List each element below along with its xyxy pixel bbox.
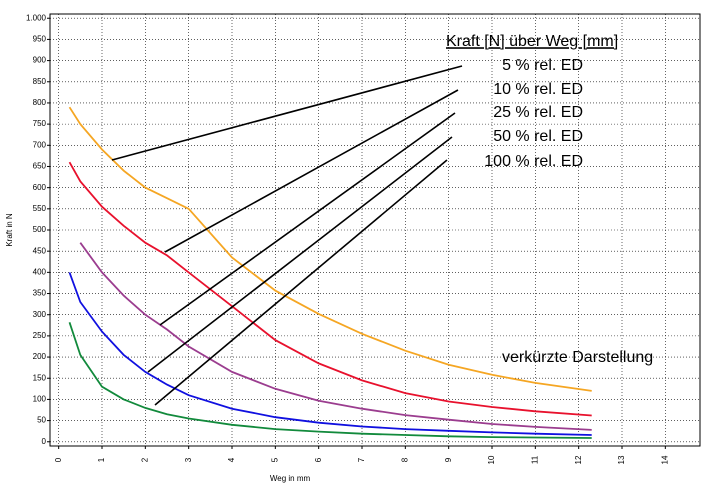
- y-tick-label: 1.000: [26, 13, 47, 22]
- legend-label: 5 % rel. ED: [502, 57, 583, 74]
- legend-title: Kraft [N] über Weg [mm]: [446, 33, 618, 50]
- series-line: [80, 243, 591, 430]
- x-tick-label: 4: [227, 457, 236, 462]
- x-tick-label: 9: [444, 457, 453, 462]
- y-tick-label: 200: [33, 352, 47, 361]
- x-axis-label: Weg in mm: [270, 474, 311, 483]
- legend-label: 50 % rel. ED: [493, 128, 583, 145]
- y-tick-label: 100: [33, 395, 47, 404]
- y-tick-label: 700: [33, 140, 47, 149]
- leader-line: [148, 137, 452, 372]
- x-tick-label: 11: [530, 455, 539, 464]
- legend-label: 25 % rel. ED: [493, 104, 583, 121]
- x-tick-label: 12: [574, 455, 583, 464]
- y-tick-label: 350: [33, 289, 47, 298]
- y-tick-label: 650: [33, 162, 47, 171]
- x-tick-label: 0: [54, 457, 63, 462]
- y-tick-label: 750: [33, 119, 47, 128]
- y-tick-label: 900: [33, 56, 47, 65]
- y-tick-label: 50: [37, 416, 46, 425]
- y-tick-label: 550: [33, 204, 47, 213]
- x-tick-label: 8: [400, 457, 409, 462]
- leader-line: [155, 160, 447, 405]
- y-tick-label: 150: [33, 373, 47, 382]
- y-tick-label: 450: [33, 246, 47, 255]
- y-tick-label: 250: [33, 331, 47, 340]
- y-tick-label: 500: [33, 225, 47, 234]
- x-tick-label: 5: [270, 457, 279, 462]
- y-tick-label: 400: [33, 267, 47, 276]
- x-tick-label: 6: [314, 457, 323, 462]
- x-tick-label: 3: [184, 457, 193, 462]
- y-tick-label: 300: [33, 310, 47, 319]
- series-line: [70, 322, 592, 438]
- x-tick-label: 10: [487, 455, 496, 464]
- series-line: [70, 162, 592, 415]
- y-tick-label: 600: [33, 183, 47, 192]
- x-tick-label: 1: [97, 457, 106, 462]
- y-tick-label: 950: [33, 35, 47, 44]
- leader-line: [160, 113, 455, 325]
- x-tick-label: 2: [140, 457, 149, 462]
- x-tick-label: 7: [357, 457, 366, 462]
- x-tick-label: 14: [660, 455, 669, 464]
- legend-label: 100 % rel. ED: [484, 153, 583, 170]
- y-tick-label: 0: [42, 437, 47, 446]
- chart: Weg in mm Kraft in N Kraft [N] über Weg …: [0, 0, 704, 488]
- y-axis-label: Kraft in N: [5, 213, 14, 247]
- legend-label: 10 % rel. ED: [493, 81, 583, 98]
- annotation: verkürzte Darstellung: [502, 349, 653, 366]
- y-tick-label: 800: [33, 98, 47, 107]
- y-tick-label: 850: [33, 77, 47, 86]
- x-tick-label: 13: [617, 455, 626, 464]
- leader-line: [165, 90, 458, 252]
